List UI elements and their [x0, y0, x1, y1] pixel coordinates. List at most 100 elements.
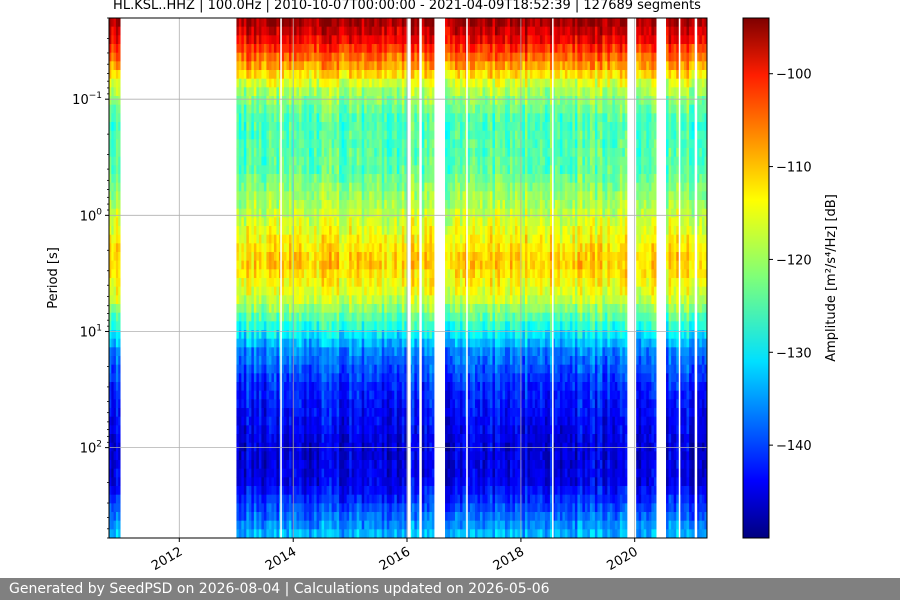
psd-cell [288, 174, 292, 184]
psd-cell [376, 286, 380, 296]
psd-cell [246, 78, 250, 88]
psd-cell [258, 191, 262, 201]
psd-cell [294, 122, 297, 132]
psd-cell [321, 434, 325, 444]
psd-cell [286, 304, 290, 314]
psd-cell [374, 139, 378, 149]
psd-cell [369, 52, 373, 62]
psd-cell [281, 442, 285, 452]
psd-cell [243, 460, 247, 470]
psd-cell [401, 468, 405, 478]
psd-cell [273, 460, 277, 470]
psd-cell [394, 26, 398, 36]
psd-cell [118, 364, 121, 374]
psd-cell [331, 200, 335, 210]
psd-cell [251, 512, 255, 522]
psd-cell [376, 321, 380, 331]
psd-cell [379, 104, 383, 114]
psd-cell [366, 390, 370, 400]
psd-cell [294, 408, 297, 418]
psd-cell [314, 520, 317, 530]
psd-cell [246, 52, 250, 62]
psd-cell [361, 35, 365, 45]
psd-cell [246, 278, 250, 288]
psd-cell [109, 356, 112, 366]
psd-cell [319, 104, 322, 114]
psd-cell [273, 477, 277, 487]
psd-cell [381, 148, 385, 158]
psd-cell [344, 191, 348, 201]
psd-cell [336, 382, 340, 392]
psd-cell [306, 252, 310, 262]
psd-cell [356, 122, 360, 132]
psd-cell [329, 174, 333, 184]
psd-cell [366, 373, 370, 383]
psd-cell [301, 200, 305, 210]
psd-cell [276, 61, 280, 71]
psd-cell [261, 494, 265, 504]
psd-cell [263, 373, 267, 383]
psd-cell [251, 338, 255, 348]
psd-cell [376, 338, 380, 348]
psd-cell [243, 416, 247, 426]
psd-cell [339, 174, 343, 184]
psd-cell [326, 321, 330, 331]
psd-cell [309, 61, 312, 71]
psd-cell [236, 52, 240, 62]
psd-cell [386, 330, 390, 340]
psd-cell [366, 191, 370, 201]
psd-cell [243, 61, 247, 71]
psd-cell [113, 390, 117, 400]
psd-cell [381, 113, 385, 123]
psd-cell [394, 486, 398, 496]
psd-cell [266, 35, 270, 45]
psd-cell [426, 330, 430, 340]
psd-cell [248, 70, 252, 80]
psd-cell [261, 304, 265, 314]
psd-cell [416, 356, 420, 366]
psd-cell [369, 208, 373, 218]
psd-cell [111, 382, 115, 392]
psd-cell [421, 182, 425, 192]
psd-cell [339, 477, 343, 487]
psd-cell [424, 35, 428, 45]
psd-cell [356, 477, 360, 487]
psd-cell [374, 425, 378, 435]
psd-cell [394, 18, 398, 28]
psd-cell [374, 494, 378, 504]
psd-cell [248, 520, 252, 530]
psd-cell [238, 208, 242, 218]
psd-cell [256, 416, 260, 426]
psd-cell [416, 234, 420, 244]
psd-cell [391, 104, 395, 114]
psd-cell [426, 373, 430, 383]
psd-cell [263, 269, 267, 279]
psd-cell [271, 520, 275, 530]
psd-cell [341, 321, 345, 331]
psd-cell [354, 477, 358, 487]
psd-cell [324, 243, 327, 253]
psd-cell [341, 165, 345, 175]
psd-cell [399, 148, 403, 158]
psd-cell [288, 338, 292, 348]
psd-cell [253, 243, 257, 253]
psd-cell [349, 174, 353, 184]
psd-cell [283, 338, 287, 348]
psd-cell [369, 87, 373, 97]
psd-cell [356, 304, 360, 314]
psd-cell [376, 330, 380, 340]
psd-cell [416, 520, 420, 530]
psd-cell [364, 269, 368, 279]
psd-cell [366, 208, 370, 218]
psd-cell [304, 217, 307, 227]
psd-cell [299, 278, 302, 288]
psd-cell [266, 503, 270, 513]
psd-cell [294, 26, 297, 36]
psd-cell [389, 503, 393, 513]
psd-cell [271, 486, 275, 496]
psd-cell [384, 312, 388, 322]
psd-cell [304, 304, 307, 314]
psd-cell [371, 286, 375, 296]
psd-cell [256, 35, 260, 45]
psd-cell [371, 399, 375, 409]
